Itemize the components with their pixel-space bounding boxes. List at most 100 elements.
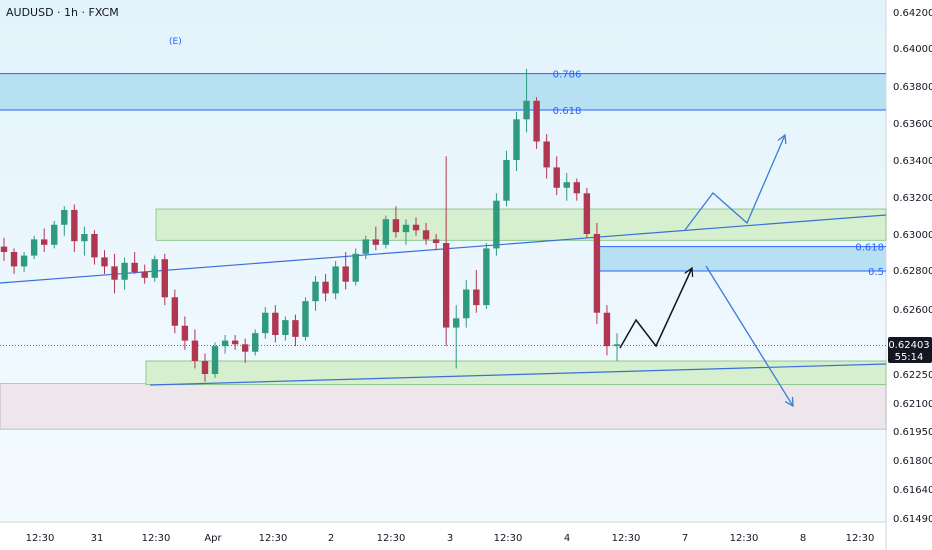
- y-tick-label: 0.61490: [893, 514, 932, 525]
- candle: [101, 250, 108, 274]
- candle-body: [382, 219, 390, 245]
- x-tick-label: 7: [682, 533, 688, 544]
- candle-body: [141, 271, 148, 278]
- x-tick-label: 12:30: [26, 533, 55, 544]
- projection-arrowhead-blue-down: [784, 396, 794, 408]
- candle-body: [292, 320, 299, 337]
- projection-layer: [619, 133, 794, 408]
- candle-body: [10, 252, 18, 267]
- candle: [553, 156, 560, 196]
- candle-body: [71, 209, 78, 242]
- candle-body: [302, 301, 309, 337]
- candle-body: [241, 344, 249, 352]
- candle-body: [161, 259, 168, 298]
- candle-body: [61, 209, 68, 225]
- y-tick-label: 0.63200: [893, 193, 932, 204]
- candle-body: [272, 312, 279, 335]
- y-tick-label: 0.61800: [893, 456, 932, 467]
- candle-body: [81, 234, 88, 242]
- candle-body: [422, 230, 430, 240]
- fib-labels-layer: 0.786 0.618 0.618 0.5: [553, 70, 884, 278]
- x-tick-label: 12:30: [377, 533, 406, 544]
- candle: [583, 187, 591, 238]
- fib-label-lower: 0.618: [855, 243, 884, 254]
- price-axis[interactable]: 0.64200 0.64000 0.63800 0.63600 0.63400 0.632…: [893, 8, 932, 525]
- x-tick-label: 12:30: [259, 533, 288, 544]
- candle-body: [101, 257, 108, 267]
- candle: [503, 150, 510, 207]
- time-axis-background: [0, 522, 886, 550]
- upper-green-zone: [155, 208, 887, 241]
- price-axis-background: [886, 0, 932, 550]
- fib-label-lower: 0.5: [868, 267, 884, 278]
- y-tick-label: 0.62600: [893, 305, 932, 316]
- candle-body: [121, 262, 128, 280]
- candle: [473, 270, 480, 313]
- candle-body: [332, 266, 339, 294]
- candle-body: [231, 340, 239, 345]
- lower-fib-zone: [594, 246, 886, 271]
- candle: [513, 111, 520, 172]
- candle: [412, 217, 420, 236]
- candle: [543, 134, 550, 179]
- candle: [272, 305, 279, 343]
- fib-label-upper: 0.786: [553, 70, 582, 81]
- candle: [362, 235, 369, 260]
- x-tick-label: 12:30: [730, 533, 759, 544]
- candle-body: [402, 224, 410, 233]
- y-tick-label: 0.63600: [893, 119, 932, 130]
- candle-body: [282, 320, 289, 335]
- time-axis[interactable]: 12:30 31 12:30 Apr 12:30 2 12:30 3 12:30 4 12:30 7 1…: [26, 533, 875, 544]
- candle-body: [111, 266, 118, 280]
- candle-body: [262, 312, 269, 334]
- candle: [111, 253, 118, 294]
- current-price-tag-background: [888, 337, 932, 363]
- candle-body: [30, 239, 38, 256]
- y-tick-label: 0.63400: [893, 156, 932, 167]
- candle: [352, 248, 359, 286]
- candle-body: [603, 312, 611, 347]
- candle: [422, 222, 430, 245]
- current-price-label: 0.62403: [888, 340, 929, 351]
- projection-path-blue-up: [684, 134, 786, 231]
- candle-body: [463, 289, 470, 319]
- candle: [603, 305, 611, 356]
- candle: [211, 342, 219, 378]
- candle-body: [322, 281, 329, 294]
- x-tick-label: 12:30: [846, 533, 875, 544]
- x-tick-label: 2: [328, 533, 334, 544]
- symbol-title: AUDUSD · 1h · FXCM: [6, 6, 119, 19]
- candle: [483, 243, 490, 309]
- candle: [61, 206, 68, 236]
- candle: [131, 252, 138, 274]
- y-tick-label: 0.62250: [893, 370, 932, 381]
- candle-body: [473, 289, 480, 306]
- candle: [10, 248, 18, 274]
- y-tick-label: 0.61950: [893, 427, 932, 438]
- candle: [463, 279, 470, 328]
- candle: [201, 353, 209, 382]
- candle-body: [181, 325, 189, 341]
- fib-label-upper: 0.618: [553, 106, 582, 117]
- candle-body: [372, 239, 380, 245]
- candle: [81, 226, 88, 256]
- candle: [231, 335, 239, 350]
- candle: [171, 289, 179, 334]
- earnings-event-marker[interactable]: (E): [169, 37, 182, 47]
- candle-body: [563, 182, 570, 188]
- x-tick-label: 12:30: [142, 533, 171, 544]
- projection-arrowhead-blue-up: [777, 133, 787, 145]
- candle-body: [553, 167, 560, 188]
- candle-body: [131, 262, 138, 272]
- candle: [282, 316, 289, 341]
- candle-body: [342, 266, 349, 282]
- current-price-tag: 0.62403 55:14: [888, 337, 932, 363]
- candle: [573, 178, 581, 201]
- upper-fib-zone: [0, 73, 886, 111]
- candle: [322, 273, 329, 302]
- candle: [332, 261, 339, 300]
- candle: [442, 156, 450, 347]
- candle-body: [362, 239, 369, 254]
- candle: [221, 335, 229, 354]
